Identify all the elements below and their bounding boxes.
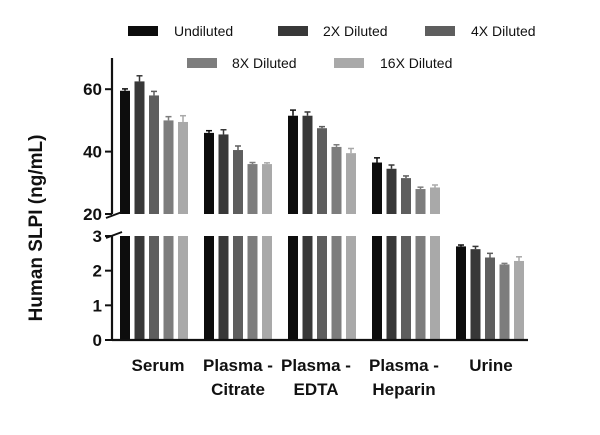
bar [430, 187, 440, 214]
bar-lower-part [415, 236, 426, 340]
bar [401, 178, 411, 214]
bar-lower-part [346, 236, 356, 340]
legend-swatch [334, 58, 364, 68]
bar [218, 134, 229, 214]
bar [470, 249, 481, 340]
category-label: EDTA [293, 380, 338, 399]
legend-swatch [128, 26, 158, 36]
bar [134, 81, 145, 215]
legend-swatch [278, 26, 308, 36]
bar-lower-part [233, 236, 243, 340]
bar [120, 90, 130, 214]
category-label: Plasma - [203, 356, 273, 375]
bar [149, 95, 159, 214]
bar-lower-part [401, 236, 411, 340]
category-label: Plasma - [369, 356, 439, 375]
bar-lower-part [430, 236, 440, 340]
bar [163, 120, 174, 214]
bar-lower-part [178, 236, 188, 340]
bar-lower-part [247, 236, 258, 340]
y-axis-title: Human SLPI (ng/mL) [26, 135, 47, 322]
bar-lower-part [149, 236, 159, 340]
bar [456, 246, 466, 340]
y-tick-label: 60 [83, 80, 102, 99]
bar-lower-part [372, 236, 382, 340]
legend-label: 2X Diluted [323, 23, 388, 39]
bar [514, 260, 524, 340]
legend-label: 16X Diluted [380, 55, 452, 71]
legend-label: 4X Diluted [471, 23, 536, 39]
bar-lower-part [331, 236, 342, 340]
bar-lower-part [163, 236, 174, 340]
legend-label: Undiluted [174, 23, 233, 39]
bar [178, 121, 188, 214]
bar-lower-part [218, 236, 229, 340]
bar [262, 164, 272, 214]
bar-lower-part [134, 236, 145, 340]
bar-lower-part [302, 236, 313, 340]
category-label: Citrate [211, 380, 265, 399]
bar-lower-part [204, 236, 214, 340]
y-tick-label: 20 [83, 205, 102, 224]
bar [302, 115, 313, 214]
bar [499, 264, 510, 340]
y-tick-label: 40 [83, 143, 102, 162]
category-label: Heparin [372, 380, 435, 399]
bar-lower-part [262, 236, 272, 340]
bar [485, 257, 495, 340]
legend-label: 8X Diluted [232, 55, 297, 71]
y-tick-label: 2 [93, 262, 102, 281]
bar [233, 150, 243, 214]
bar [331, 146, 342, 214]
bar-lower-part [317, 236, 327, 340]
bar-lower-part [386, 236, 397, 340]
y-tick-label: 3 [93, 227, 102, 246]
y-tick-label: 1 [93, 296, 102, 315]
legend-swatch [425, 26, 455, 36]
bar [372, 162, 382, 214]
bar [288, 115, 298, 214]
legend-swatch [187, 58, 217, 68]
bar-lower-part [288, 236, 298, 340]
bar [204, 132, 214, 214]
category-label: Plasma - [281, 356, 351, 375]
bar [346, 153, 356, 214]
bar [415, 189, 426, 214]
category-label: Urine [469, 356, 512, 375]
bar [317, 128, 327, 214]
bar [386, 168, 397, 214]
y-tick-label: 0 [93, 331, 102, 350]
axis-break-mark [105, 211, 123, 219]
bar-lower-part [120, 236, 130, 340]
bar [247, 164, 258, 214]
category-label: Serum [132, 356, 185, 375]
